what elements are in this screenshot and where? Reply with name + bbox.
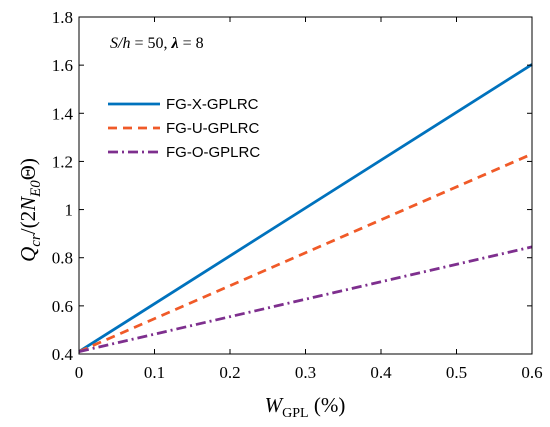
chart-annotation: S/h = 50, λ = 8 <box>110 35 204 52</box>
y-axis-label-sub: cr <box>28 234 44 247</box>
y-tick-label: 0.6 <box>52 297 73 316</box>
y-tick-label: 1.4 <box>52 104 74 123</box>
legend: FG-X-GPLRC FG-U-GPLRC FG-O-GPLRC <box>108 96 260 161</box>
x-tick-label: 0.3 <box>295 363 316 382</box>
x-axis-label-unit: (%) <box>309 393 346 417</box>
x-axis-label: WGPL (%) <box>265 393 346 421</box>
y-tick-label: 1.2 <box>52 152 73 171</box>
y-axis-label-n: N <box>16 196 40 212</box>
x-tick-label: 0.2 <box>219 363 240 382</box>
series-line-1 <box>78 63 533 353</box>
legend-label-3: FG-O-GPLRC <box>166 144 260 161</box>
x-tick-label: 0.1 <box>144 363 165 382</box>
legend-label-2: FG-U-GPLRC <box>166 120 260 137</box>
annotation-lambda-label: λ <box>170 35 178 52</box>
y-axis-label-nsub: E0 <box>28 180 44 198</box>
y-tick-label: 0.4 <box>52 345 74 364</box>
series-line-2 <box>78 152 533 353</box>
x-axis-label-main: W <box>265 393 285 417</box>
y-axis-label: Qcr/(2NE0Θ) <box>16 158 44 262</box>
series-layer <box>78 63 533 353</box>
y-axis-label-mid: /(2 <box>16 211 40 234</box>
annotation-s-value: = 50, <box>130 35 171 52</box>
y-axis-label-main: Q <box>16 247 40 262</box>
y-tick-label: 0.8 <box>52 249 73 268</box>
x-tick-label: 0.6 <box>521 363 542 382</box>
annotation-lambda-value: = 8 <box>179 35 204 52</box>
legend-label-1: FG-X-GPLRC <box>166 96 259 113</box>
x-tick-label: 0 <box>75 363 84 382</box>
plot-frame <box>78 16 533 355</box>
x-axis-label-sub: GPL <box>282 406 308 421</box>
annotation-s-label: S/h <box>110 35 130 52</box>
y-tick-label: 1 <box>65 201 74 220</box>
y-tick-label: 1.8 <box>52 8 73 27</box>
y-axis-label-end: Θ) <box>16 158 40 180</box>
series-line-3 <box>78 245 533 353</box>
x-tick-label: 0.5 <box>446 363 467 382</box>
ticks-layer: 0 0.1 0.2 0.3 0.4 0.5 0.6 0.4 0.6 0.8 1 1.2 1.4 1.6 1.… <box>52 8 543 382</box>
x-tick-label: 0.4 <box>370 363 392 382</box>
y-tick-label: 1.6 <box>52 56 73 75</box>
